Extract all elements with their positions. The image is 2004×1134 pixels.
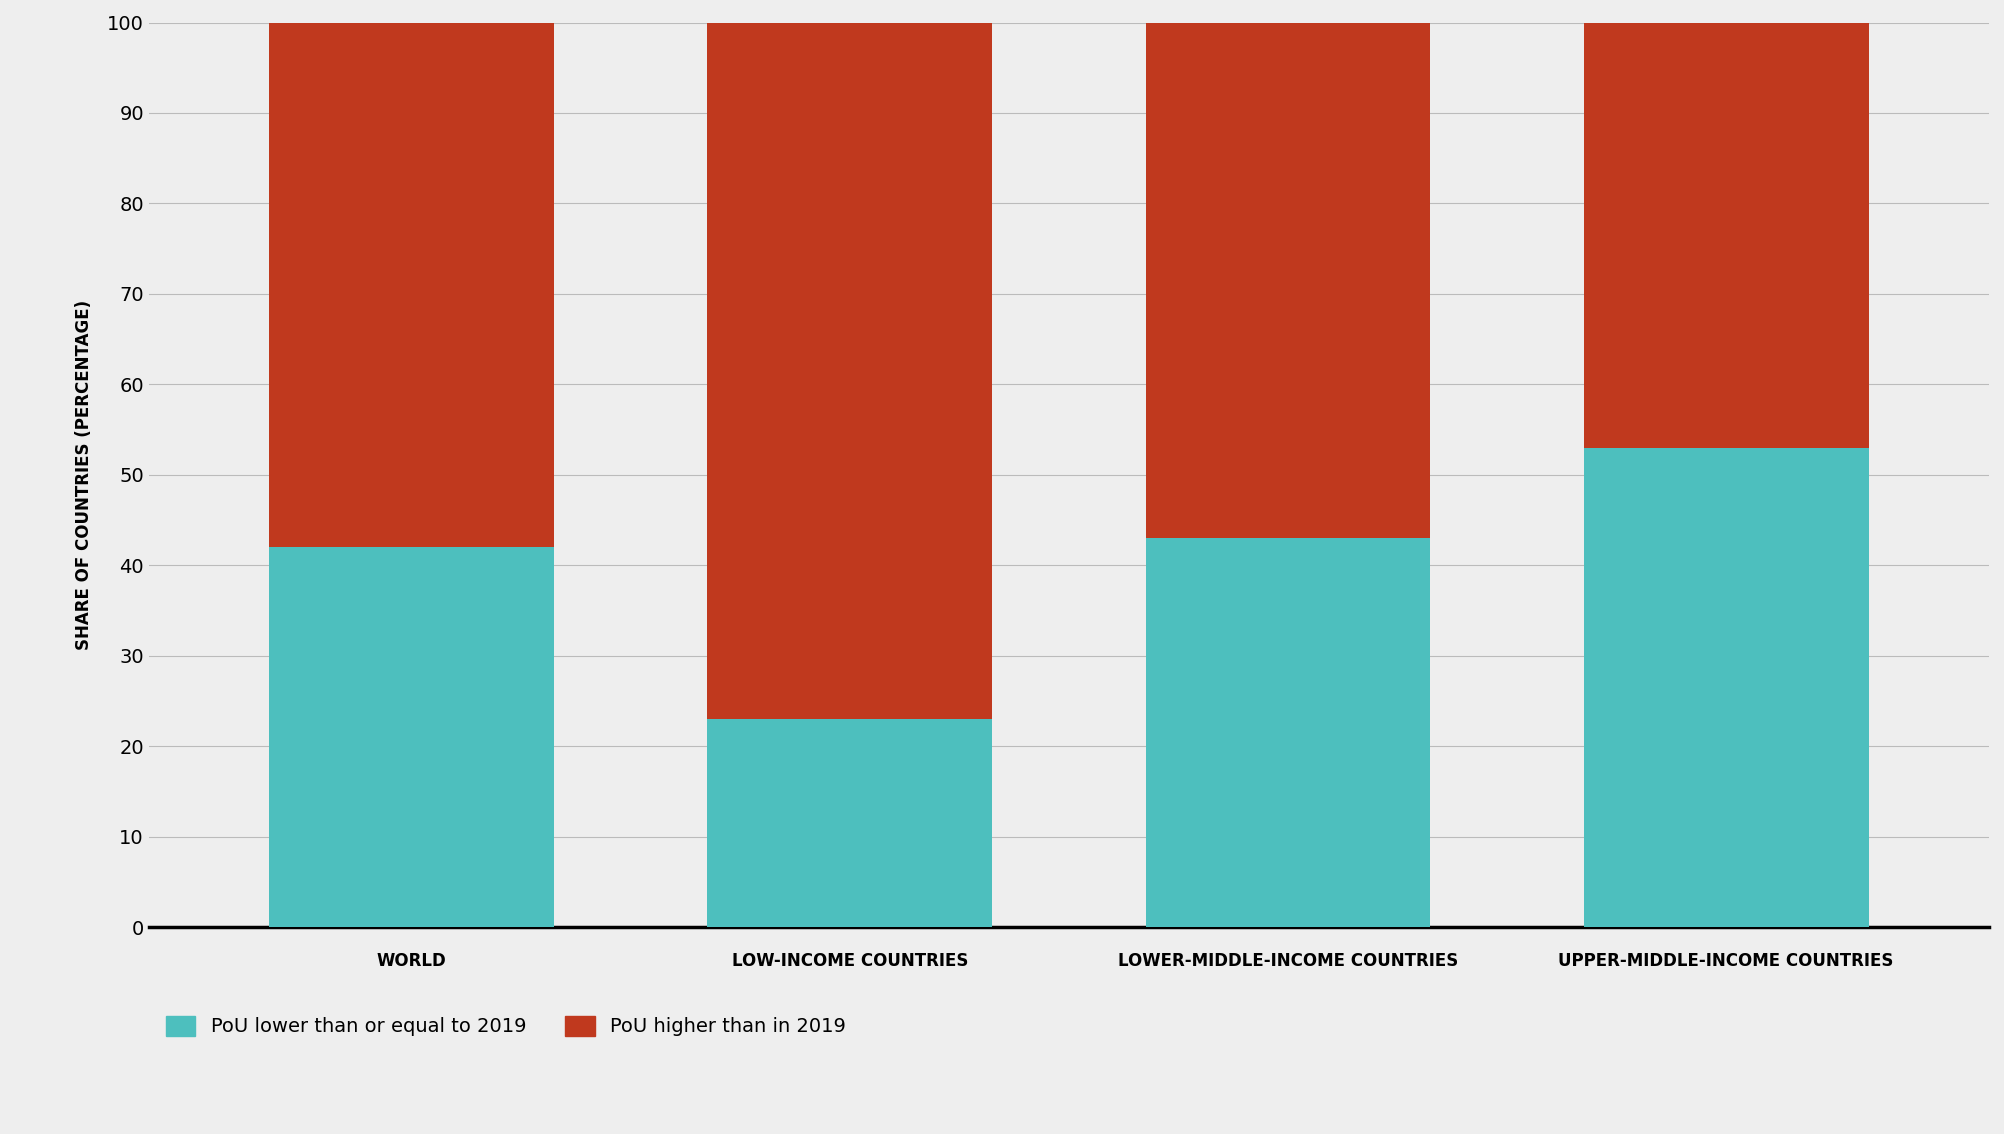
Bar — [1146, 23, 1431, 539]
Bar — [1583, 23, 1868, 448]
Bar — [1146, 539, 1431, 928]
Legend: PoU lower than or equal to 2019, PoU higher than in 2019: PoU lower than or equal to 2019, PoU hig… — [158, 1008, 854, 1044]
Bar — [1583, 448, 1868, 928]
Bar — [269, 23, 553, 548]
Bar — [269, 548, 553, 928]
Y-axis label: SHARE OF COUNTRIES (PERCENTAGE): SHARE OF COUNTRIES (PERCENTAGE) — [74, 299, 92, 650]
Bar — [707, 23, 992, 719]
Bar — [707, 719, 992, 928]
